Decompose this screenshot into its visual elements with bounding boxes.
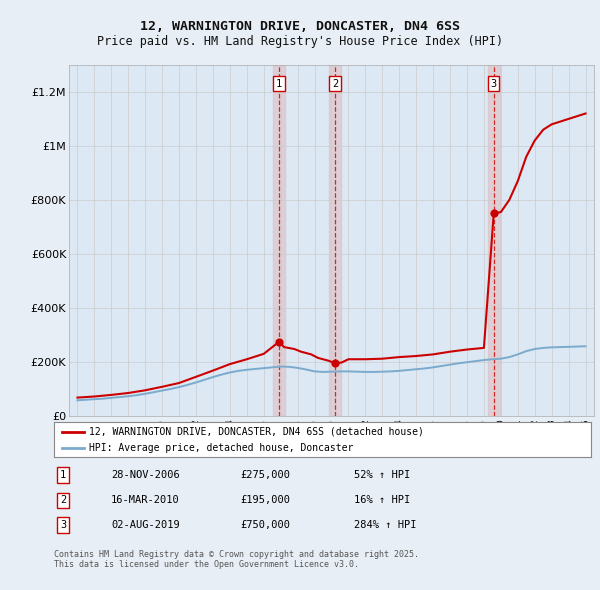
Text: 2: 2 xyxy=(332,79,338,89)
Point xyxy=(274,337,284,346)
Text: Contains HM Land Registry data © Crown copyright and database right 2025.
This d: Contains HM Land Registry data © Crown c… xyxy=(54,550,419,569)
Text: 16% ↑ HPI: 16% ↑ HPI xyxy=(354,496,410,505)
Text: 28-NOV-2006: 28-NOV-2006 xyxy=(111,470,180,480)
Text: 12, WARNINGTON DRIVE, DONCASTER, DN4 6SS: 12, WARNINGTON DRIVE, DONCASTER, DN4 6SS xyxy=(140,20,460,33)
Text: 16-MAR-2010: 16-MAR-2010 xyxy=(111,496,180,505)
Bar xyxy=(329,65,341,416)
Text: Price paid vs. HM Land Registry's House Price Index (HPI): Price paid vs. HM Land Registry's House … xyxy=(97,35,503,48)
Text: 2: 2 xyxy=(60,496,66,505)
Text: 1: 1 xyxy=(60,470,66,480)
Text: 52% ↑ HPI: 52% ↑ HPI xyxy=(354,470,410,480)
Text: £195,000: £195,000 xyxy=(240,496,290,505)
Text: 1: 1 xyxy=(276,79,282,89)
Text: 02-AUG-2019: 02-AUG-2019 xyxy=(111,520,180,530)
Text: £750,000: £750,000 xyxy=(240,520,290,530)
Point xyxy=(330,359,340,368)
Text: 3: 3 xyxy=(491,79,497,89)
Text: 3: 3 xyxy=(60,520,66,530)
Text: HPI: Average price, detached house, Doncaster: HPI: Average price, detached house, Donc… xyxy=(89,444,353,453)
Text: £275,000: £275,000 xyxy=(240,470,290,480)
Text: 12, WARNINGTON DRIVE, DONCASTER, DN4 6SS (detached house): 12, WARNINGTON DRIVE, DONCASTER, DN4 6SS… xyxy=(89,427,424,437)
Bar xyxy=(488,65,500,416)
Point xyxy=(489,209,499,218)
Text: 284% ↑ HPI: 284% ↑ HPI xyxy=(354,520,416,530)
Bar xyxy=(273,65,285,416)
